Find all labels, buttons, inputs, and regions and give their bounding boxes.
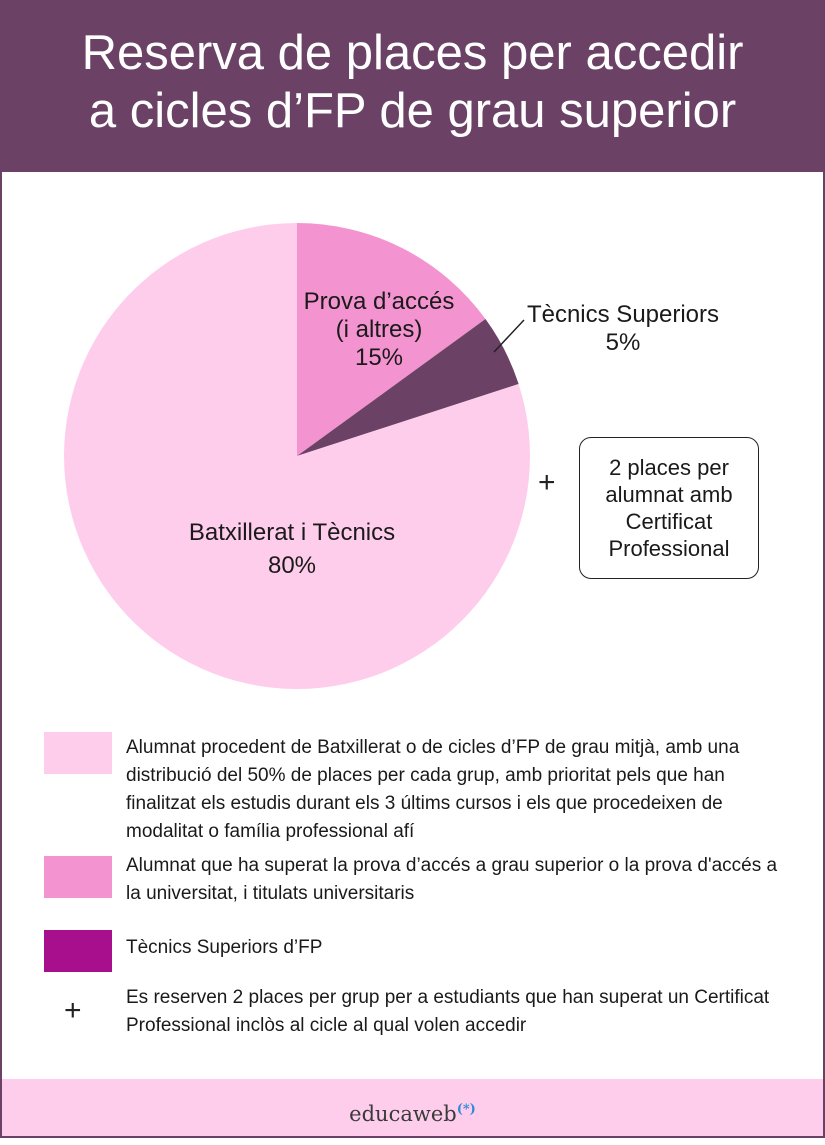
pie-slice-prova xyxy=(297,223,486,456)
label-tecnics-value: 5% xyxy=(606,329,641,356)
brand-mark-icon: (*) xyxy=(456,1102,476,1117)
legend-swatch-batxillerat xyxy=(44,732,112,774)
pie-slice-tecnics xyxy=(297,319,519,456)
plus-icon: + xyxy=(538,466,556,499)
legend-swatch-prova xyxy=(44,856,112,898)
label-tecnics-name: Tècnics Superiors xyxy=(527,301,719,328)
label-prova-value: 15% xyxy=(355,344,403,371)
pie-chart: Batxillerat i Tècnics 80% Prova d’accés(i … xyxy=(64,223,719,689)
leader-line-tecnics xyxy=(493,319,525,353)
legend-swatch-tecnics xyxy=(44,930,112,972)
pie-slice-batxillerat xyxy=(64,223,531,689)
certificat-box: 2 places per alumnat amb Certificat Prof… xyxy=(579,437,759,579)
label-prova-subname: (i altres) xyxy=(336,316,423,343)
legend-text-prova: Alumnat que ha superat la prova d’accés … xyxy=(126,855,778,904)
certificat-line-4: Professional xyxy=(608,536,730,561)
label-batxillerat-value: 80% xyxy=(268,552,316,579)
certificat-line-2: alumnat amb xyxy=(605,482,733,507)
educaweb-logo: educaweb(*) xyxy=(349,1102,476,1126)
legend-text-batxillerat: Alumnat procedent de Batxillerat o de ci… xyxy=(126,737,740,842)
legend-text-certificat: Es reserven 2 places per grup per a estu… xyxy=(126,987,770,1036)
certificat-line-3: Certificat xyxy=(625,509,713,534)
header: Reserva de places per accedir a cicles d… xyxy=(2,2,823,172)
legend-text-tecnics: Tècnics Superiors d’FP xyxy=(126,937,323,958)
title-line-2: a cicles d’FP de grau superior xyxy=(88,84,737,138)
title-line-1: Reserva de places per accedir xyxy=(81,26,744,80)
chart-area: Batxillerat i Tècnics 80% Prova d’accés (i … xyxy=(2,172,823,712)
footer: educaweb(*) xyxy=(2,1079,823,1136)
label-batxillerat-name: Batxillerat i Tècnics xyxy=(189,519,395,546)
legend-plus-icon: + xyxy=(64,994,82,1027)
label-prova-name: Prova d’accés xyxy=(304,288,455,315)
certificat-line-1: 2 places per xyxy=(609,455,729,480)
brand-name: educaweb xyxy=(349,1102,457,1126)
